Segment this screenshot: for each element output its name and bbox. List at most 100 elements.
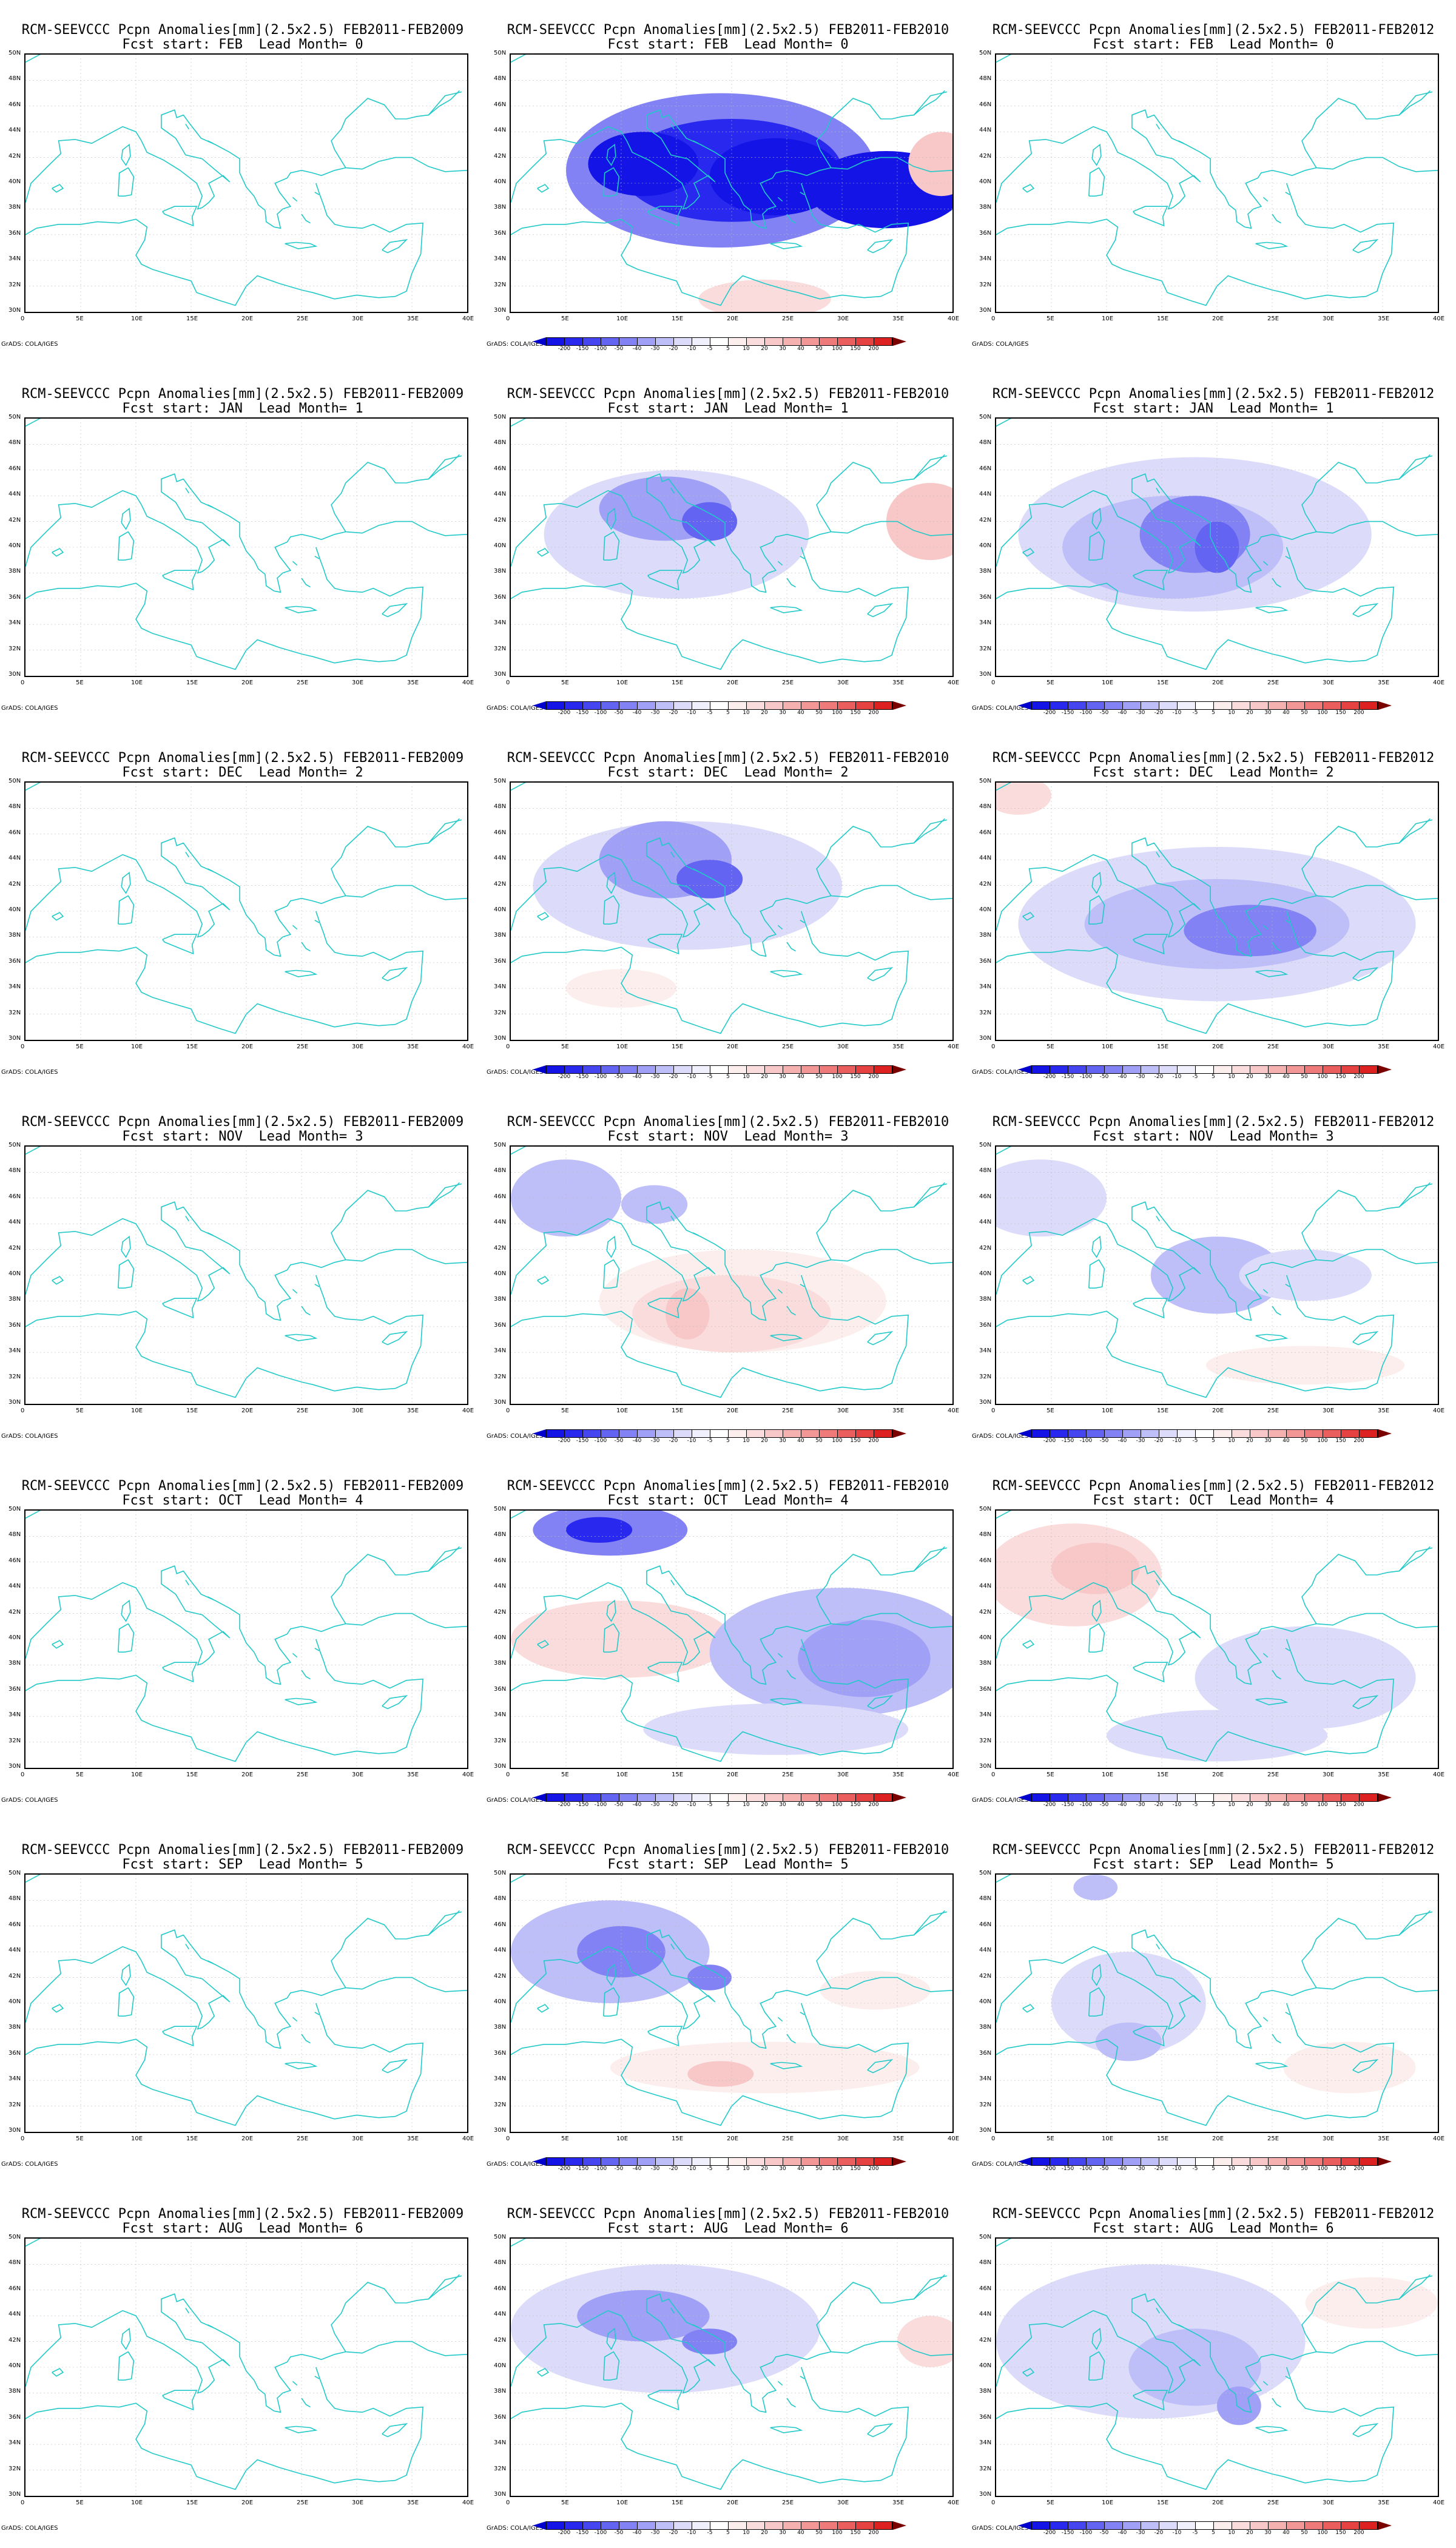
legend-tick-label: -5 xyxy=(707,1802,713,1808)
panel-subtitle: Fcst start: FEB Lead Month= 0 xyxy=(122,37,363,52)
legend-tick-label: 50 xyxy=(815,346,823,352)
coastline xyxy=(777,1653,783,1658)
latitude-tick-label: 46N xyxy=(494,1921,507,1928)
panel-title: RCM-SEEVCCC Pcpn Anomalies[mm](2.5x2.5) … xyxy=(507,1114,949,1130)
anomaly-region xyxy=(632,1275,831,1353)
longitude-tick-label: 5E xyxy=(76,1771,84,1778)
latitude-tick-label: 42N xyxy=(494,880,507,888)
panel-subtitle: Fcst start: AUG Lead Month= 6 xyxy=(607,2221,849,2236)
legend-tick-label: -40 xyxy=(632,346,642,352)
legend-swatch xyxy=(765,1430,783,1437)
legend-tick-label: -20 xyxy=(1154,1802,1164,1808)
legend-tick-label: 20 xyxy=(761,1074,768,1080)
coastline xyxy=(867,239,894,254)
coastline xyxy=(603,531,620,561)
longitude-tick-label: 35E xyxy=(892,2135,905,2142)
latitude-tick-label: 32N xyxy=(494,2465,507,2472)
coastline xyxy=(537,2004,550,2013)
legend-arrow-high xyxy=(893,701,906,710)
coastline xyxy=(25,91,462,229)
latitude-tick-label: 34N xyxy=(8,1711,21,1719)
map-frame xyxy=(510,53,954,313)
coastline xyxy=(1022,1276,1035,1285)
longitude-tick-label: 30E xyxy=(837,1407,849,1414)
coastline xyxy=(1316,521,1438,536)
latitude-tick-label: 38N xyxy=(979,568,992,575)
coastline xyxy=(800,1648,805,1651)
longitude-tick-label: 5E xyxy=(76,315,84,322)
anomaly-region xyxy=(908,132,952,197)
coastline xyxy=(345,885,467,900)
legend-tick-label: -40 xyxy=(632,710,642,716)
latitude-tick-label: 48N xyxy=(494,1531,507,1539)
latitude-tick-label: 40N xyxy=(494,1634,507,1641)
legend-tick-label: 50 xyxy=(1301,2166,1308,2172)
legend-tick-label: -30 xyxy=(1136,2530,1145,2536)
anomaly-region xyxy=(1195,1626,1416,1730)
coastline xyxy=(800,920,805,923)
latitude-tick-label: 38N xyxy=(979,1660,992,1667)
latitude-tick-label: 30N xyxy=(979,307,992,314)
legend-swatch xyxy=(1105,2522,1123,2529)
coastline xyxy=(1316,157,1438,172)
coastline xyxy=(1272,2034,1281,2044)
coastline xyxy=(121,143,131,166)
coastline xyxy=(996,1875,1012,1883)
coastline xyxy=(1352,1331,1379,1346)
longitude-tick-label: 0 xyxy=(21,1407,25,1414)
legend-tick-label: -30 xyxy=(650,1074,660,1080)
latitude-tick-label: 34N xyxy=(494,619,507,627)
coastline xyxy=(314,192,320,195)
legend-swatch xyxy=(1159,2522,1178,2529)
coastline xyxy=(913,454,945,480)
map-panel: RCM-SEEVCCC Pcpn Anomalies[mm](2.5x2.5) … xyxy=(485,2184,971,2548)
latitude-tick-label: 36N xyxy=(494,1685,507,1693)
legend-tick-label: -5 xyxy=(1192,710,1198,716)
legend-swatch xyxy=(838,2158,856,2165)
panel-subtitle: Fcst start: NOV Lead Month= 3 xyxy=(607,1129,849,1144)
longitude-tick-label: 20E xyxy=(241,679,254,686)
coastline xyxy=(1178,1596,1184,1600)
longitude-tick-label: 40E xyxy=(462,1407,474,1414)
coastline xyxy=(1352,967,1379,982)
legend-swatch xyxy=(547,2522,565,2529)
coastline xyxy=(25,419,41,427)
longitude-tick-label: 30E xyxy=(352,2499,364,2506)
legend-tick-label: 50 xyxy=(815,2166,823,2172)
latitude-tick-label: 40N xyxy=(8,2362,21,2369)
legend-swatch xyxy=(1178,702,1196,709)
longitude-tick-label: 20E xyxy=(241,1407,254,1414)
latitude-tick-label: 38N xyxy=(979,2388,992,2395)
coastline xyxy=(382,603,408,618)
coastline xyxy=(25,1911,462,2049)
legend-tick-label: -30 xyxy=(1136,710,1145,716)
coastline xyxy=(382,1695,408,1710)
legend-tick-label: 10 xyxy=(1228,1074,1235,1080)
legend-swatch xyxy=(1087,1794,1105,1801)
coastline xyxy=(1088,1259,1105,1289)
panel-title: RCM-SEEVCCC Pcpn Anomalies[mm](2.5x2.5) … xyxy=(992,1478,1435,1494)
latitude-tick-label: 42N xyxy=(8,516,21,524)
latitude-tick-label: 46N xyxy=(8,1557,21,1564)
map-frame xyxy=(24,417,468,677)
latitude-tick-label: 30N xyxy=(979,671,992,678)
coastline xyxy=(867,1331,894,1346)
coastline xyxy=(52,2004,64,2013)
legend-swatch xyxy=(692,1066,710,1073)
grads-credit: GrADS: COLA/IGES xyxy=(972,1797,1029,1804)
legend-tick-label: -200 xyxy=(558,710,571,716)
coastline xyxy=(25,55,41,63)
legend-tick-label: 200 xyxy=(1353,2530,1364,2536)
legend-arrow-high xyxy=(1378,1065,1392,1074)
legend-swatch xyxy=(1269,1794,1287,1801)
coastline xyxy=(1133,1298,1168,1319)
latitude-tick-label: 46N xyxy=(494,1557,507,1564)
latitude-tick-label: 34N xyxy=(494,1711,507,1719)
longitude-tick-label: 25E xyxy=(1267,1771,1279,1778)
legend-tick-label: 20 xyxy=(1246,2530,1253,2536)
map-frame xyxy=(24,53,468,313)
legend-swatch xyxy=(1123,702,1141,709)
coastline xyxy=(606,1963,616,1986)
legend-swatch xyxy=(1196,1066,1214,1073)
latitude-tick-label: 42N xyxy=(494,1608,507,1616)
